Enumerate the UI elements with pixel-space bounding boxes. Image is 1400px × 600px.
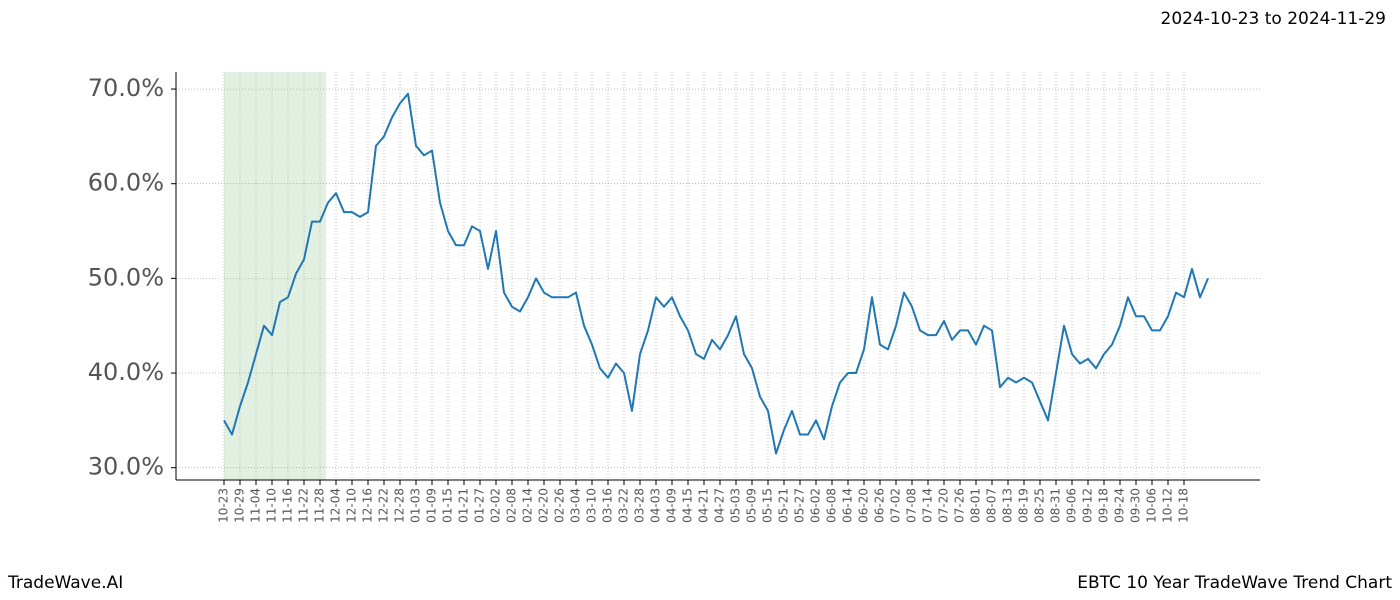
x-tick-label: 04-09	[665, 488, 679, 523]
x-tick-label: 04-27	[713, 488, 727, 523]
x-tick-label: 11-28	[313, 488, 327, 523]
x-tick-label: 08-07	[985, 488, 999, 523]
x-tick-label: 02-26	[553, 488, 567, 523]
x-tick-label: 05-15	[761, 488, 775, 523]
x-tick-label: 06-14	[841, 488, 855, 523]
x-tick-label: 10-23	[217, 488, 231, 523]
x-tick-label: 12-16	[361, 488, 375, 523]
trend-line	[223, 92, 1209, 455]
x-tick-label: 12-10	[345, 488, 359, 523]
x-tick-label: 02-02	[489, 488, 503, 523]
x-tick-label: 09-06	[1065, 488, 1079, 523]
x-tick-label: 07-02	[889, 488, 903, 523]
x-tick-label: 06-26	[873, 488, 887, 523]
x-tick-label: 06-02	[809, 488, 823, 523]
x-tick-label: 09-12	[1081, 488, 1095, 523]
brand: TradeWave.AI	[7, 573, 123, 593]
y-tick-label: 40.0%	[88, 358, 164, 386]
highlight-range	[224, 72, 326, 480]
x-tick-label: 01-09	[425, 488, 439, 523]
x-tick-label: 03-04	[569, 488, 583, 523]
x-tick-label: 01-27	[473, 488, 487, 523]
x-tick-label: 11-16	[281, 488, 295, 523]
x-tick-label: 07-20	[937, 488, 951, 523]
x-tick-label: 04-15	[681, 488, 695, 523]
x-tick-label: 02-20	[537, 488, 551, 523]
x-tick-label: 03-22	[617, 488, 631, 523]
x-tick-label: 07-26	[953, 488, 967, 523]
x-tick-label: 10-06	[1145, 488, 1159, 523]
x-tick-label: 03-10	[585, 488, 599, 523]
x-tick-label: 07-14	[921, 488, 935, 523]
x-tick-label: 11-10	[265, 488, 279, 523]
y-tick-label: 30.0%	[88, 453, 164, 481]
x-tick-label: 03-28	[633, 488, 647, 523]
x-tick-label: 08-31	[1049, 488, 1063, 523]
x-tick-label: 01-03	[409, 488, 423, 523]
x-tick-label: 07-08	[905, 488, 919, 523]
chart-title: EBTC 10 Year TradeWave Trend Chart	[1077, 573, 1392, 593]
x-tick-label: 09-18	[1097, 488, 1111, 523]
x-tick-label: 01-21	[457, 488, 471, 523]
x-tick-label: 04-03	[649, 488, 663, 523]
y-tick-label: 70.0%	[88, 74, 164, 102]
x-tick-label: 05-09	[745, 488, 759, 523]
x-tick-label: 08-01	[969, 488, 983, 523]
y-tick-label: 60.0%	[88, 169, 164, 197]
x-tick-label: 11-04	[249, 488, 263, 523]
x-tick-label: 02-08	[505, 488, 519, 523]
x-tick-label: 08-19	[1017, 488, 1031, 523]
x-tick-label: 06-08	[825, 488, 839, 523]
x-tick-label: 05-27	[793, 488, 807, 523]
x-tick-label: 09-24	[1113, 488, 1127, 523]
x-tick-label: 01-15	[441, 488, 455, 523]
x-tick-label: 10-12	[1161, 488, 1175, 523]
y-tick-label: 50.0%	[88, 263, 164, 291]
x-tick-label: 08-25	[1033, 488, 1047, 523]
x-tick-label: 10-18	[1177, 488, 1191, 523]
x-tick-label: 05-03	[729, 488, 743, 523]
x-tick-label: 06-20	[857, 488, 871, 523]
x-tick-label: 12-28	[393, 488, 407, 523]
x-tick-label: 04-21	[697, 488, 711, 523]
x-tick-label: 08-13	[1001, 488, 1015, 523]
x-tick-label: 03-16	[601, 488, 615, 523]
range-label: 2024-10-23 to 2024-11-29	[1161, 9, 1386, 29]
x-tick-label: 02-14	[521, 488, 535, 523]
x-tick-label: 11-22	[297, 488, 311, 523]
x-tick-label: 12-04	[329, 488, 343, 523]
x-tick-label: 05-21	[777, 488, 791, 523]
x-tick-label: 09-30	[1129, 488, 1143, 523]
x-tick-label: 10-29	[233, 488, 247, 523]
x-tick-label: 12-22	[377, 488, 391, 523]
